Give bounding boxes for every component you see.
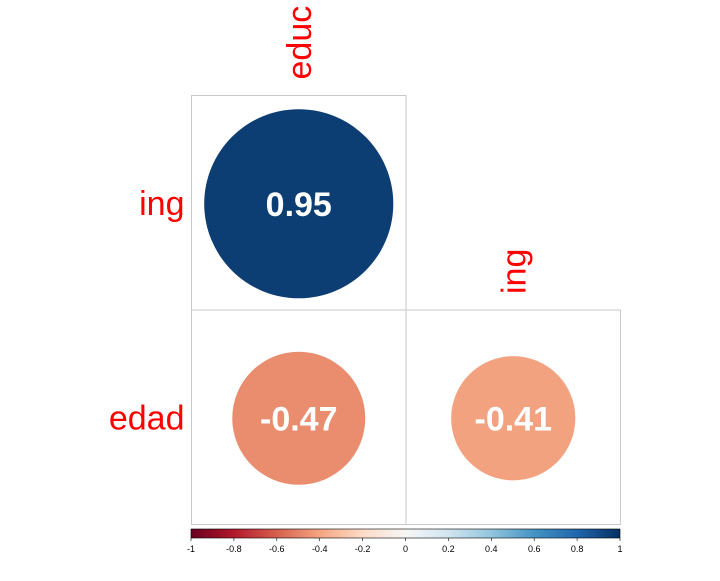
corr-cell-edad-educ: -0.47 bbox=[191, 309, 407, 525]
colorbar-tick-label: -0.8 bbox=[226, 544, 242, 554]
colorbar-gradient bbox=[190, 528, 621, 539]
colorbar-tick-label: -0.4 bbox=[312, 544, 328, 554]
corr-value-label: -0.41 bbox=[475, 400, 553, 438]
color-legend: -1 -0.8 -0.6 -0.4 -0.2 0 0.2 0.4 0.6 0.8 1 bbox=[187, 528, 623, 554]
row-label-edad: edad bbox=[109, 399, 185, 437]
colorbar-tick-label: 0 bbox=[403, 544, 408, 554]
corr-cell-ing-educ: 0.95 bbox=[191, 95, 407, 311]
corr-circle bbox=[232, 351, 366, 485]
colorbar-tick-label: 0.4 bbox=[485, 544, 498, 554]
colorbar-tick-label: 0.8 bbox=[571, 544, 584, 554]
colorbar-tick-label: 0.2 bbox=[442, 544, 455, 554]
colorbar-tick-label: 0.6 bbox=[528, 544, 541, 554]
colorbar-tick-label: -1 bbox=[187, 544, 195, 554]
matrix-cells: 0.95 -0.47 -0.41 bbox=[191, 95, 621, 525]
col-label-ing: ing bbox=[495, 249, 533, 294]
corr-cell-edad-ing: -0.41 bbox=[405, 309, 621, 525]
colorbar-tick-label: -0.2 bbox=[355, 544, 371, 554]
corr-value-label: -0.47 bbox=[260, 400, 338, 438]
row-label-ing: ing bbox=[139, 185, 184, 223]
corr-value-label: 0.95 bbox=[266, 186, 332, 224]
colorbar-tick-label: 1 bbox=[617, 544, 622, 554]
colorbar-tick-label: -0.6 bbox=[269, 544, 285, 554]
column-labels: educ ing bbox=[281, 6, 534, 294]
corr-circle bbox=[204, 109, 394, 299]
row-labels: ing edad bbox=[109, 185, 185, 438]
col-label-educ: educ bbox=[281, 6, 319, 80]
corr-circle bbox=[451, 356, 576, 481]
